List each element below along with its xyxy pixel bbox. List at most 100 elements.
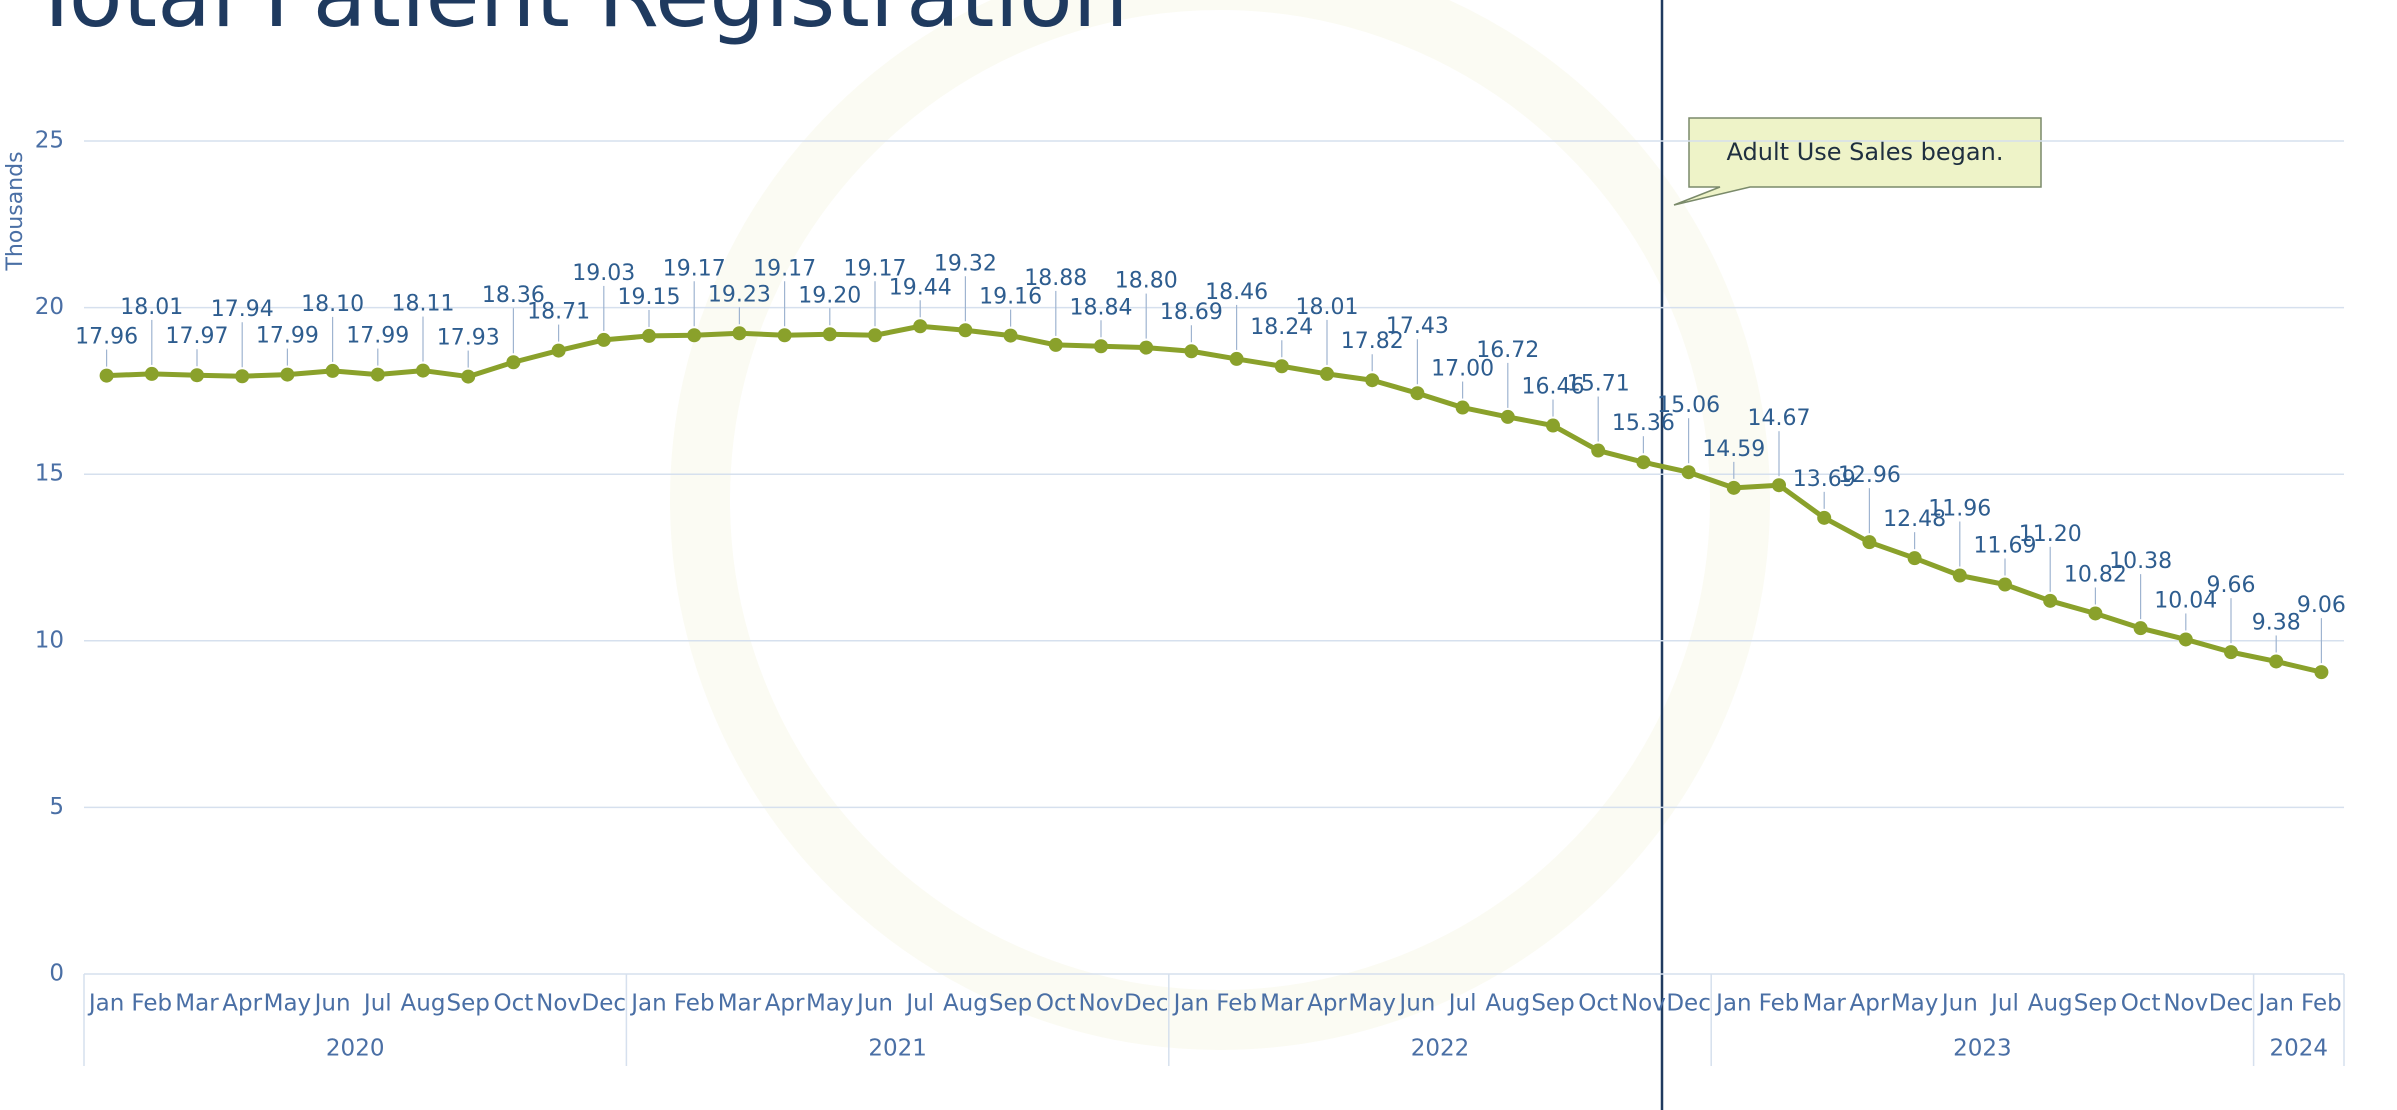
point	[913, 319, 928, 334]
data-label: 19.20	[798, 283, 861, 308]
point	[1048, 337, 1063, 352]
data-label: 17.99	[256, 324, 319, 349]
data-label: 10.04	[2154, 588, 2217, 613]
x-tick-label: Mar	[1260, 991, 1304, 1017]
point	[325, 363, 340, 378]
point	[1726, 480, 1741, 495]
data-label: 9.06	[2297, 593, 2346, 618]
data-label: 17.97	[166, 324, 229, 349]
point	[1907, 551, 1922, 566]
x-group-label: 2024	[2270, 1036, 2329, 1062]
x-tick-label: Jan	[2256, 991, 2293, 1017]
x-tick-label: Sep	[1531, 991, 1574, 1017]
x-tick-label: May	[264, 991, 312, 1017]
x-tick-label: Apr	[1307, 991, 1347, 1017]
data-label: 19.17	[663, 256, 726, 281]
point	[2269, 654, 2284, 669]
data-label: 9.38	[2252, 610, 2301, 635]
x-tick-label: Aug	[1485, 991, 1530, 1017]
x-tick-label: Jun	[1397, 991, 1435, 1017]
x-tick-label: May	[1891, 991, 1939, 1017]
point	[958, 323, 973, 338]
data-label: 17.94	[211, 297, 274, 322]
x-tick-label: Oct	[2121, 991, 2161, 1017]
x-tick-label: Apr	[765, 991, 805, 1017]
point	[1681, 465, 1696, 480]
x-group-label: 2022	[1411, 1036, 1470, 1062]
point	[370, 367, 385, 382]
x-tick-label: Jul	[1989, 991, 2019, 1017]
point	[2088, 606, 2103, 621]
data-label: 16.46	[1522, 375, 1585, 400]
y-tick-label: 5	[49, 794, 64, 820]
x-tick-label: Jul	[904, 991, 934, 1017]
data-label: 18.69	[1160, 300, 1223, 325]
data-label: 10.82	[2064, 562, 2127, 587]
x-tick-label: Jan	[1172, 991, 1209, 1017]
point	[1500, 409, 1515, 424]
data-label: 19.23	[708, 282, 771, 307]
x-group-label: 2023	[1953, 1036, 2012, 1062]
point	[551, 343, 566, 358]
point	[461, 369, 476, 384]
data-label: 11.96	[1928, 496, 1991, 521]
point	[822, 327, 837, 342]
data-label: 18.11	[392, 292, 455, 317]
data-label: 17.93	[437, 326, 500, 351]
data-label: 9.66	[2207, 573, 2256, 598]
y-tick-label: 25	[35, 128, 64, 154]
data-label: 18.46	[1205, 280, 1268, 305]
y-axis-label: Thousands	[3, 151, 28, 271]
x-tick-label: Jul	[1447, 991, 1477, 1017]
x-tick-label: Feb	[131, 991, 172, 1017]
point	[1320, 366, 1334, 381]
data-label: 18.36	[482, 283, 545, 308]
callout-box	[1673, 117, 2042, 206]
point	[1365, 373, 1380, 388]
data-label: 17.00	[1431, 357, 1494, 382]
point	[732, 326, 747, 341]
data-label: 11.69	[1974, 533, 2037, 558]
data-label: 15.06	[1657, 393, 1720, 418]
point	[642, 328, 656, 343]
point	[1003, 328, 1018, 343]
x-tick-label: Nov	[1079, 991, 1124, 1017]
x-group-label: 2020	[326, 1036, 385, 1062]
data-label: 14.67	[1748, 406, 1811, 431]
point	[1274, 359, 1289, 374]
point	[506, 355, 521, 370]
point	[1636, 455, 1651, 470]
x-tick-label: Nov	[536, 991, 581, 1017]
data-label: 19.17	[844, 256, 907, 281]
x-tick-label: Jun	[1940, 991, 1978, 1017]
data-label: 19.15	[618, 285, 681, 310]
point	[1546, 418, 1560, 433]
data-label: 19.17	[753, 256, 816, 281]
data-label: 17.99	[346, 324, 409, 349]
data-label: 19.32	[934, 251, 997, 276]
chart-title: Total Patient Registration	[29, 0, 1129, 47]
point	[280, 367, 295, 382]
x-tick-label: May	[1348, 991, 1396, 1017]
point	[2178, 632, 2193, 647]
data-label: 13.69	[1793, 467, 1856, 492]
point	[2224, 645, 2238, 660]
x-tick-label: Jul	[362, 991, 392, 1017]
data-label: 17.82	[1341, 329, 1404, 354]
point	[190, 368, 204, 383]
x-tick-label: Mar	[1802, 991, 1846, 1017]
point	[687, 328, 702, 343]
point	[99, 368, 114, 383]
x-tick-label: Sep	[2074, 991, 2117, 1017]
data-label: 18.10	[301, 292, 364, 317]
data-label: 18.01	[120, 295, 183, 320]
point	[1455, 400, 1470, 415]
x-tick-label: Nov	[1621, 991, 1666, 1017]
point	[2314, 665, 2329, 680]
data-label: 18.71	[527, 300, 590, 325]
data-label: 18.01	[1296, 295, 1359, 320]
x-tick-label: Apr	[1850, 991, 1890, 1017]
x-tick-label: Apr	[222, 991, 262, 1017]
x-tick-label: Oct	[1578, 991, 1618, 1017]
point	[2133, 621, 2148, 636]
